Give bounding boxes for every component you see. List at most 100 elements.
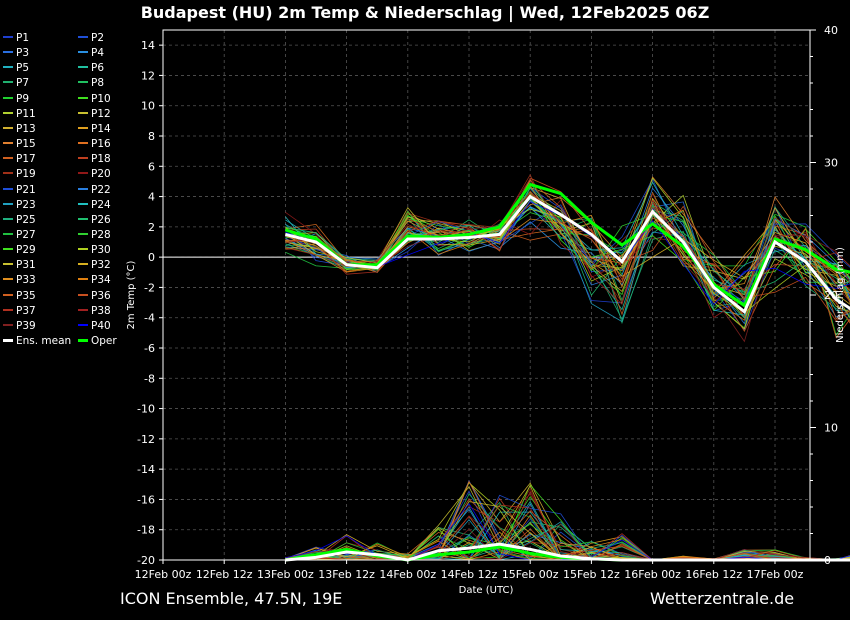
legend-label: P5: [16, 62, 30, 75]
y2-tick-label: 30: [824, 157, 838, 170]
legend-label: P12: [91, 107, 111, 120]
legend-entry: P31: [3, 259, 36, 271]
legend-entry: P22: [78, 184, 111, 196]
legend-label: P15: [16, 138, 36, 151]
legend-entry: P5: [3, 62, 29, 74]
legend-swatch: [78, 96, 88, 99]
legend-entry: P35: [3, 290, 36, 302]
y-tick-label: 10: [141, 100, 155, 113]
legend-label: P36: [91, 289, 111, 302]
legend-swatch: [3, 202, 13, 205]
y-tick-label: 14: [141, 39, 155, 52]
legend-entry: Ens. mean: [3, 335, 71, 347]
legend-label: Oper: [91, 335, 117, 347]
y-tick-label: 2: [148, 221, 155, 234]
legend-entry: P24: [78, 199, 111, 211]
temp-member-line: [285, 176, 850, 302]
legend-label: P4: [91, 47, 105, 60]
legend-entry: P16: [78, 138, 111, 150]
legend-swatch: [3, 157, 13, 160]
y-axis-label: 2m Temp (°C): [126, 260, 137, 329]
y-tick-label: 6: [148, 160, 155, 173]
legend-swatch: [3, 111, 13, 114]
x-tick-label: 12Feb 12z: [196, 568, 253, 581]
legend-label: P13: [16, 122, 36, 135]
x-tick-label: 15Feb 12z: [563, 568, 620, 581]
footer-site: Wetterzentrale.de: [650, 589, 795, 608]
legend-entry: P18: [78, 153, 111, 165]
legend-label: P22: [91, 183, 111, 196]
legend-entry: P2: [78, 32, 104, 44]
y-tick-label: 0: [148, 251, 155, 264]
legend-label: P29: [16, 244, 36, 257]
legend-label: P23: [16, 198, 36, 211]
legend-entry: P26: [78, 214, 111, 226]
footer-model: ICON Ensemble, 47.5N, 19E: [120, 589, 343, 608]
y2-tick-label: 10: [824, 422, 838, 435]
x-tick-label: 17Feb 00z: [747, 568, 804, 581]
legend-entry: P19: [3, 168, 36, 180]
legend-swatch: [78, 202, 88, 205]
legend-swatch: [3, 81, 13, 84]
y-tick-label: -14: [137, 463, 155, 476]
y2-axis-label: Niederschlag (mm): [835, 247, 846, 343]
legend-entry: P40: [78, 320, 111, 332]
y-tick-label: -12: [137, 433, 155, 446]
legend-label: P18: [91, 153, 111, 166]
legend-swatch: [78, 172, 88, 175]
legend-swatch: [78, 338, 88, 342]
legend-entry: P37: [3, 305, 36, 317]
legend-label: P33: [16, 274, 36, 287]
legend-label: P19: [16, 168, 36, 181]
legend-swatch: [3, 96, 13, 99]
legend-swatch: [78, 323, 88, 326]
legend-swatch: [78, 293, 88, 296]
legend-swatch: [3, 172, 13, 175]
legend-entry: P9: [3, 93, 29, 105]
legend-swatch: [78, 36, 88, 38]
temp-member-line: [285, 192, 850, 319]
legend-entry: P10: [78, 93, 111, 105]
y2-tick-label: 20: [824, 289, 838, 302]
legend-entry: P3: [3, 47, 29, 59]
legend-swatch: [78, 248, 88, 251]
temp-member-line: [285, 187, 850, 297]
legend-entry: P17: [3, 153, 36, 165]
legend-swatch: [3, 51, 13, 54]
legend-swatch: [3, 187, 13, 190]
legend-swatch: [3, 323, 13, 326]
y-tick-label: 12: [141, 69, 155, 82]
legend-label: P37: [16, 304, 36, 317]
legend-label: P31: [16, 259, 36, 272]
legend-entry: P36: [78, 290, 111, 302]
legend-swatch: [78, 278, 88, 281]
legend-swatch: [3, 142, 13, 145]
precip-member-line: [285, 523, 850, 561]
legend-entry: P27: [3, 229, 36, 241]
legend-entry: P14: [78, 123, 111, 135]
x-tick-label: 14Feb 00z: [379, 568, 436, 581]
precip-member-line: [285, 490, 850, 561]
legend-label: P7: [16, 77, 30, 90]
legend-label: P40: [91, 319, 111, 332]
legend-label: P34: [91, 274, 111, 287]
legend-label: P3: [16, 47, 30, 60]
y-tick-label: -8: [144, 372, 155, 385]
y-tick-label: -16: [137, 493, 155, 506]
legend-entry: P8: [78, 77, 104, 89]
temp-mean-line: [285, 194, 850, 315]
x-tick-label: 16Feb 12z: [685, 568, 742, 581]
temp-member-line: [285, 207, 850, 331]
legend-entry: P20: [78, 168, 111, 180]
x-tick-label: 13Feb 12z: [318, 568, 375, 581]
legend-label: P39: [16, 319, 36, 332]
y-tick-label: -6: [144, 342, 155, 355]
legend-label: P11: [16, 107, 36, 120]
legend-swatch: [3, 278, 13, 281]
x-tick-label: 15Feb 00z: [502, 568, 559, 581]
x-tick-label: 14Feb 12z: [441, 568, 498, 581]
y-tick-label: -10: [137, 403, 155, 416]
legend-swatch: [78, 232, 88, 235]
